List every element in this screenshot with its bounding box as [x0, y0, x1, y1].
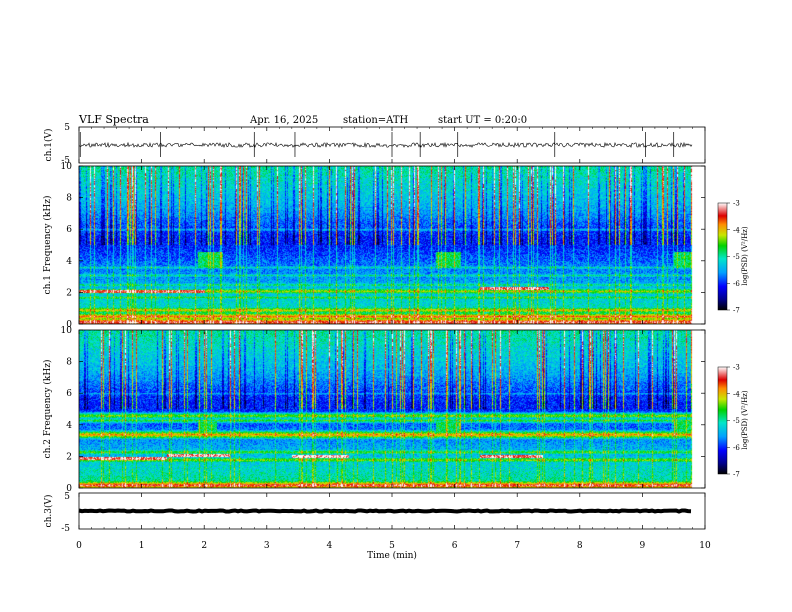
time-axis-label: Time (min) [367, 550, 417, 561]
y-tick-label: 10 [61, 162, 73, 172]
x-tick-label: 2 [201, 541, 207, 551]
ch2-spectrogram-image-wrap [79, 330, 693, 488]
x-tick-label: 8 [577, 541, 583, 551]
ch1-waveform-trace [78, 141, 693, 149]
ch2-colorbar: -3 -4 -5 -6 -7 log(PSD) (V²/Hz) [717, 364, 749, 479]
colorbar-tick-label: -3 [733, 364, 740, 372]
ch3-waveform-trace [78, 508, 692, 514]
y-tick-label: 4 [66, 421, 72, 431]
colorbar-tick-label: -7 [733, 307, 740, 315]
y-tick-label: 8 [66, 194, 72, 204]
ch2-colorbar-ticks: -3 -4 -5 -6 -7 [727, 364, 740, 479]
start-time-label: start UT = 0:20:0 [438, 115, 527, 126]
x-tick-label: 6 [452, 541, 458, 551]
y-tick-label: 6 [66, 225, 72, 235]
x-tick-label: 10 [699, 541, 711, 551]
ch1-ytick-bottom: -5 [61, 156, 70, 166]
colorbar-tick-label: -5 [733, 253, 740, 261]
ch1-waveform-ylabel: ch.1(V) [43, 129, 54, 162]
colorbar-tick-label: -4 [733, 390, 740, 398]
x-tick-label: 5 [389, 541, 395, 551]
y-tick-label: 2 [66, 288, 72, 298]
ch3-ytick-top: 5 [64, 492, 70, 502]
colorbar-tick-label: -3 [733, 200, 740, 208]
ch2-colorbar-scale [717, 366, 728, 475]
colorbar-tick-label: -5 [733, 417, 740, 425]
ch3-ytick-bottom: -5 [61, 524, 70, 534]
ch1-frequency-ylabel: ch.1 Frequency (kHz) [42, 196, 53, 295]
date-label: Apr. 16, 2025 [249, 115, 318, 126]
ch2-frequency-ticks: 0 2 4 6 8 10 [61, 326, 705, 494]
figure-title: VLF Spectra [78, 113, 149, 126]
ch2-spectrogram-panel: 0 2 4 6 8 10 ch.2 Frequency (kHz) -3 -4 -5 -6 -7 … [42, 326, 749, 494]
ch1-colorbar-ticks: -3 -4 -5 -6 -7 [727, 200, 740, 315]
colorbar-tick-label: -6 [733, 280, 740, 288]
colorbar-tick-label: -4 [733, 226, 740, 234]
ch3-waveform-panel: 5 -5 ch.3(V) [43, 492, 706, 534]
x-tick-label: 7 [514, 541, 520, 551]
y-tick-label: 2 [66, 452, 72, 462]
ch2-frequency-ylabel: ch.2 Frequency (kHz) [42, 360, 53, 459]
ch1-colorbar-scale [717, 202, 728, 311]
ch1-spectrogram-panel: 0 2 4 6 8 10 ch.1 Frequency (kHz) -3 -4 -5 -6 -7 … [42, 162, 749, 330]
ch1-spectrogram-image-wrap [79, 166, 693, 324]
y-tick-label: 6 [66, 389, 72, 399]
x-tick-label: 0 [76, 541, 82, 551]
x-tick-label: 4 [327, 541, 333, 551]
colorbar-tick-label: -6 [733, 444, 740, 452]
station-label: station=ATH [343, 115, 409, 126]
ch1-colorbar-label: log(PSD) (V²/Hz) [741, 226, 749, 285]
x-tick-label: 9 [640, 541, 646, 551]
ch1-spectrogram-image [79, 166, 693, 324]
colorbar-tick-label: -7 [733, 471, 740, 479]
ch3-waveform-ylabel: ch.3(V) [43, 495, 54, 528]
ch1-spikes [79, 132, 675, 157]
x-tick-label: 1 [139, 541, 145, 551]
ch1-colorbar: -3 -4 -5 -6 -7 log(PSD) (V²/Hz) [717, 200, 749, 315]
time-axis-ticks: 0 1 2 3 4 5 6 7 8 9 10 [76, 127, 711, 551]
y-tick-label: 0 [66, 484, 72, 494]
ch2-spectrogram-image [79, 330, 693, 488]
ch1-ytick-top: 5 [64, 123, 70, 133]
y-tick-label: 0 [66, 320, 72, 330]
x-tick-label: 3 [264, 541, 270, 551]
y-tick-label: 8 [66, 358, 72, 368]
ch1-waveform-panel: 5 -5 ch.1(V) [43, 123, 706, 166]
ch2-colorbar-label: log(PSD) (V²/Hz) [741, 390, 749, 449]
ch1-frequency-ticks: 0 2 4 6 8 10 [61, 162, 705, 330]
y-tick-label: 10 [61, 326, 73, 336]
y-tick-label: 4 [66, 257, 72, 267]
